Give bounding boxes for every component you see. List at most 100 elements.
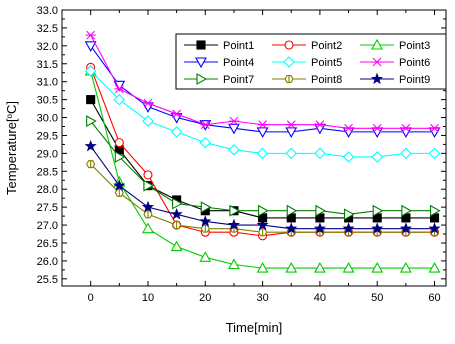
data-point-point3 <box>142 222 154 234</box>
legend-label: Point1 <box>223 40 254 52</box>
data-point-point9 <box>199 215 212 227</box>
data-point-point9 <box>84 139 97 152</box>
legend-swatch-marker <box>284 40 294 50</box>
legend-swatch-marker <box>283 56 295 68</box>
data-point-point5 <box>228 144 240 156</box>
legend-box <box>175 33 447 90</box>
data-point-point6 <box>228 116 239 126</box>
data-point-point6 <box>200 120 211 130</box>
data-point-point9 <box>399 222 412 234</box>
series-point9 <box>84 139 441 234</box>
x-tick-label: 20 <box>199 292 211 304</box>
y-tick-label: 31.5 <box>37 59 58 71</box>
y-tick-label: 25.5 <box>37 274 58 286</box>
legend-item-point5: Point5 <box>272 56 342 69</box>
data-point-point7 <box>229 204 241 217</box>
legend-item-point1: Point1 <box>184 40 254 52</box>
axis-layer: 0 10 20 30 40 50 60 25.5 26.0 26.5 27.0 27.5 28.0 28.… <box>4 5 446 304</box>
legend-item-point4: Point4 <box>184 57 254 69</box>
y-axis-label: Temperature[oC] <box>4 101 19 195</box>
data-point-point9 <box>285 222 298 234</box>
y-tick-label: 28.0 <box>37 184 58 196</box>
data-point-point5 <box>113 93 126 106</box>
data-point-point3 <box>399 261 412 273</box>
x-tick-label: 10 <box>142 292 154 304</box>
data-point-point5 <box>371 151 384 163</box>
data-point-point5 <box>199 136 212 149</box>
y-tick-label: 26.5 <box>37 238 58 250</box>
y-tick-label: 33.0 <box>37 5 58 17</box>
legend: Point1 Point2 Point3 Point4 Point5 Point6 Poin… <box>175 33 447 90</box>
x-tick-label: 60 <box>428 292 440 304</box>
data-point-point9 <box>342 222 355 234</box>
data-point-point8 <box>86 160 96 169</box>
y-tick-label: 32.0 <box>37 41 58 53</box>
data-point-point6 <box>429 123 440 133</box>
x-axis-label: Time[min] <box>226 320 283 335</box>
legend-item-point6: Point6 <box>360 57 430 69</box>
data-point-point9 <box>113 179 126 191</box>
legend-item-point2: Point2 <box>272 40 342 52</box>
x-tick-label: 0 <box>88 292 94 304</box>
series-point5 <box>84 65 441 163</box>
x-tick-label: 40 <box>314 292 326 304</box>
legend-item-point9: Point9 <box>360 72 430 86</box>
data-point-point8 <box>171 221 182 230</box>
data-point-point6 <box>142 98 153 108</box>
legend-swatch-marker <box>195 57 207 69</box>
y-tick-label: 27.5 <box>37 202 58 214</box>
data-point-point7 <box>114 151 126 163</box>
data-point-point7 <box>401 204 413 217</box>
data-point-point4 <box>84 41 97 52</box>
data-point-point5 <box>84 65 97 77</box>
data-point-point6 <box>314 120 325 130</box>
data-point-point9 <box>313 222 326 234</box>
y-tick-label: 32.5 <box>37 23 58 35</box>
data-point-point3 <box>371 261 384 273</box>
data-point-point3 <box>170 240 183 252</box>
legend-label: Point3 <box>399 40 430 52</box>
series-point7 <box>86 115 441 221</box>
plot-frame <box>61 9 447 287</box>
data-point-point4 <box>285 127 298 139</box>
data-point-point7 <box>286 204 298 217</box>
legend-item-point3: Point3 <box>360 38 430 52</box>
data-point-point5 <box>285 147 298 160</box>
data-point-point3 <box>199 251 212 262</box>
data-point-point6 <box>343 123 354 133</box>
data-point-point6 <box>400 123 411 133</box>
data-point-point7 <box>172 197 183 210</box>
y-tick-label: 29.0 <box>37 148 58 160</box>
y-tick-label: 30.0 <box>37 113 58 125</box>
data-point-point9 <box>141 200 155 213</box>
data-point-point6 <box>85 30 96 40</box>
y-tick-label: 27.0 <box>37 220 58 232</box>
data-point-point7 <box>429 204 441 217</box>
data-point-point5 <box>400 147 412 160</box>
data-point-point6 <box>286 120 297 130</box>
legend-label: Point8 <box>311 74 342 86</box>
data-point-point7 <box>143 179 155 192</box>
data-point-point7 <box>315 204 327 217</box>
series-point6 <box>85 30 440 133</box>
data-point-point5 <box>428 147 441 160</box>
data-point-point1 <box>86 95 96 105</box>
x-tick-label: 50 <box>371 292 383 304</box>
series-point3 <box>84 64 441 273</box>
data-point-point3 <box>285 261 298 273</box>
data-point-point9 <box>428 222 441 234</box>
y-tick-label: 28.5 <box>37 166 58 178</box>
data-point-point5 <box>342 151 355 163</box>
data-point-point3 <box>428 261 441 273</box>
data-point-point7 <box>372 204 384 217</box>
data-point-point3 <box>228 258 240 270</box>
data-point-point7 <box>200 201 212 214</box>
legend-label: Point9 <box>399 74 430 86</box>
legend-swatch-marker <box>196 40 206 50</box>
data-point-point9 <box>256 218 269 231</box>
data-point-point5 <box>142 115 154 127</box>
y-tick-label: 31.0 <box>37 77 58 89</box>
legend-label: Point4 <box>223 57 254 69</box>
legend-label: Point2 <box>311 40 342 52</box>
legend-swatch-marker <box>370 72 384 85</box>
